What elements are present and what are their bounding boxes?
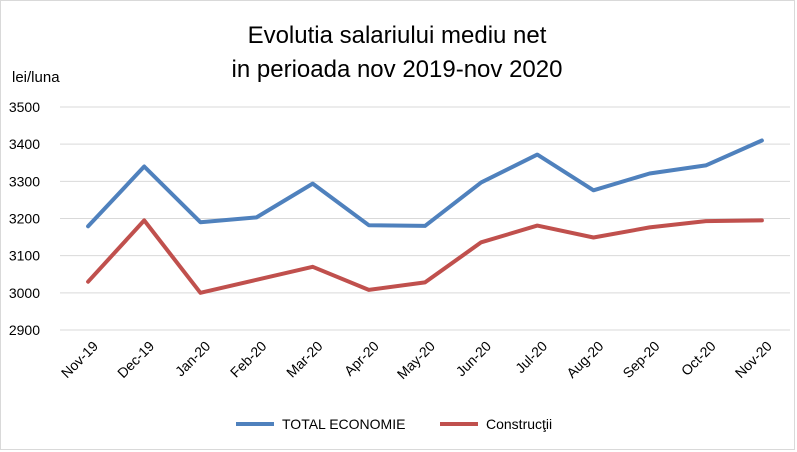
y-axis-label: lei/luna [12,69,60,86]
x-tick-label: Apr-20 [341,338,382,379]
y-tick-label: 3300 [9,173,40,189]
chart-title-line-2: in perioada nov 2019-nov 2020 [232,56,563,83]
y-tick-label: 3100 [9,248,40,264]
x-tick-label: May-20 [394,338,438,382]
x-tick-label: Jan-20 [172,338,214,380]
y-tick-label: 2900 [9,322,40,338]
y-tick-label: 3200 [9,211,40,227]
legend-item: TOTAL ECONOMIE [236,416,405,432]
y-tick-label: 3500 [9,99,40,115]
legend-item: Construcţii [440,416,552,432]
y-tick-label: 3000 [9,285,40,301]
x-tick-label: Sep-20 [619,338,662,381]
series-lines [86,138,764,295]
x-tick-label: Aug-20 [563,338,606,381]
gridlines [60,106,790,331]
x-tick-label: Jun-20 [453,338,495,380]
x-tick-label: Dec-19 [114,338,157,381]
x-tick-label: Jul-20 [512,338,550,376]
legend: TOTAL ECONOMIE Construcţii [236,416,552,432]
series-line-total-economie [86,138,764,229]
x-tick-label: Feb-20 [227,338,270,381]
x-tick-label: Mar-20 [283,338,326,381]
series-line-constructii [86,218,764,295]
x-tick-label: Oct-20 [678,338,719,379]
legend-label: Construcţii [486,416,552,432]
x-tick-labels: Nov-19 Dec-19 Jan-20 Feb-20 Mar-20 Apr-20 May-… [58,338,775,382]
x-tick-label: Nov-19 [58,338,101,381]
chart-title-line-1: Evolutia salariului mediu net [248,22,547,49]
y-tick-label: 3400 [9,136,40,152]
legend-label: TOTAL ECONOMIE [282,416,405,432]
y-tick-labels: 2900 3000 3100 3200 3300 3400 3500 [9,99,40,338]
x-tick-label: Nov-20 [732,338,775,381]
